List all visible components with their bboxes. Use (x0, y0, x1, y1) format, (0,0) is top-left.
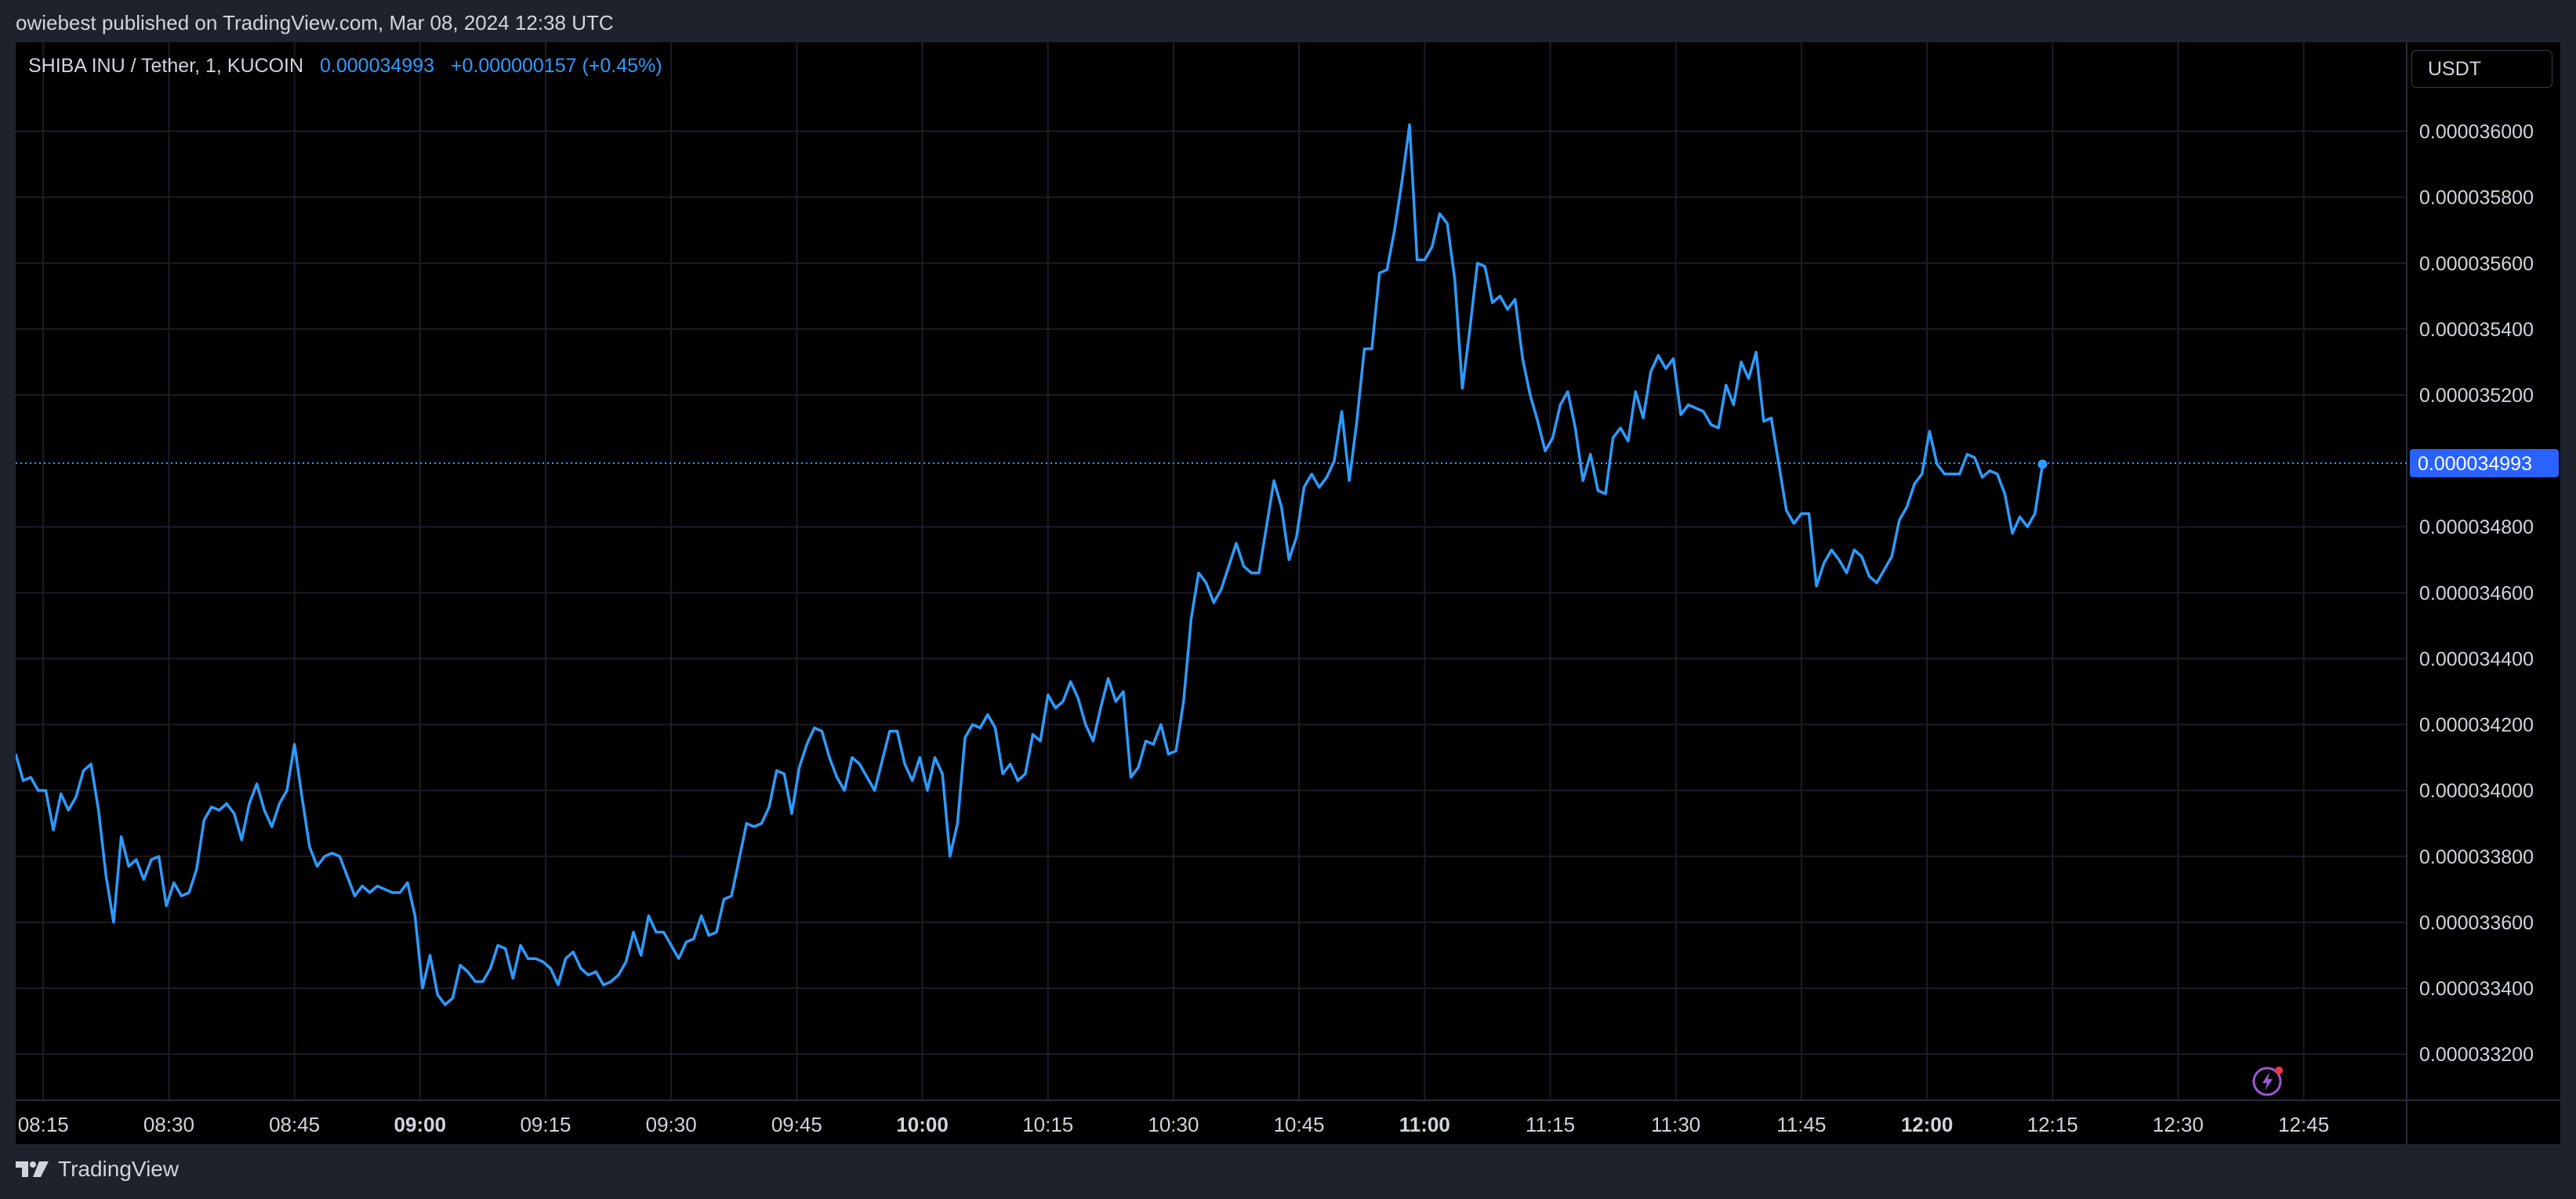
published-caption: owiebest published on TradingView.com, M… (16, 11, 614, 34)
tradingview-logo-icon (16, 1161, 49, 1177)
x-tick-label: 12:00 (1901, 1113, 1954, 1136)
x-tick-label: 10:15 (1022, 1113, 1073, 1136)
x-tick-label: 12:30 (2153, 1113, 2204, 1136)
y-tick-label: 0.000034400 (2419, 648, 2534, 670)
x-tick-label: 12:15 (2027, 1113, 2078, 1136)
top-bar: owiebest published on TradingView.com, M… (0, 0, 2576, 42)
x-tick-label: 09:15 (520, 1113, 571, 1136)
y-tick-label: 0.000033800 (2419, 846, 2534, 868)
price-series-line (16, 123, 2044, 1006)
y-tick-label: 0.000035800 (2419, 187, 2534, 209)
legend-symbol[interactable]: SHIBA INU / Tether, 1, KUCOIN (28, 55, 304, 77)
x-tick-label: 11:00 (1399, 1113, 1450, 1136)
notification-dot (2275, 1067, 2283, 1074)
brand[interactable]: TradingView (16, 1157, 179, 1182)
bottom-bar (0, 1144, 2576, 1199)
x-tick-label: 08:15 (18, 1113, 69, 1136)
x-tick-label: 08:45 (269, 1113, 320, 1136)
y-tick-label: 0.000036000 (2419, 121, 2534, 143)
brand-name: TradingView (58, 1157, 180, 1181)
chart-frame[interactable]: 0.000033200 0.000033400 0.000033600 0.00003… (16, 42, 2560, 1144)
x-tick-label: 10:00 (896, 1113, 949, 1136)
price-tag (2410, 449, 2559, 478)
symbol-legend: SHIBA INU / Tether, 1, KUCOIN 0.00003499… (28, 55, 662, 78)
x-tick-label: 09:30 (646, 1113, 697, 1136)
y-tick-label: 0.000035400 (2419, 319, 2534, 341)
y-tick-label: 0.000035600 (2419, 253, 2534, 275)
legend-price: 0.000034993 (320, 55, 434, 77)
x-tick-label: 11:45 (1776, 1113, 1826, 1136)
y-tick-label: 0.000035200 (2419, 385, 2534, 407)
y-tick-label: 0.000033600 (2419, 912, 2534, 934)
x-tick-label: 08:30 (143, 1113, 194, 1136)
x-tick-label: 09:00 (394, 1113, 447, 1136)
y-tick-label: 0.000033200 (2419, 1044, 2534, 1066)
y-tick-label: 0.000034600 (2419, 582, 2534, 604)
x-tick-label: 10:30 (1148, 1113, 1199, 1136)
currency-button[interactable]: USDT (2411, 50, 2552, 88)
y-tick-label: 0.000034000 (2419, 781, 2534, 802)
legend-change: +0.000000157 (+0.45%) (450, 55, 662, 77)
y-tick-label: 0.000034800 (2419, 516, 2534, 538)
bolt-circle (2252, 1067, 2282, 1096)
x-tick-label: 12:45 (2278, 1113, 2329, 1136)
x-tick-label: 09:45 (771, 1113, 822, 1136)
last-price-point (2037, 459, 2048, 469)
x-tick-label: 11:30 (1651, 1113, 1700, 1136)
bolt-glyph (2262, 1072, 2273, 1091)
y-tick-label: 0.000034200 (2419, 715, 2534, 737)
x-tick-label: 10:45 (1274, 1113, 1325, 1136)
x-tick-label: 11:15 (1526, 1113, 1575, 1136)
lightning-bolt-icon[interactable] (2251, 1063, 2288, 1099)
price-chart[interactable]: 0.000033200 0.000033400 0.000033600 0.00003… (16, 42, 2560, 1144)
price-tag-label: 0.000034993 (2418, 453, 2532, 475)
y-tick-label: 0.000033400 (2419, 978, 2534, 1000)
